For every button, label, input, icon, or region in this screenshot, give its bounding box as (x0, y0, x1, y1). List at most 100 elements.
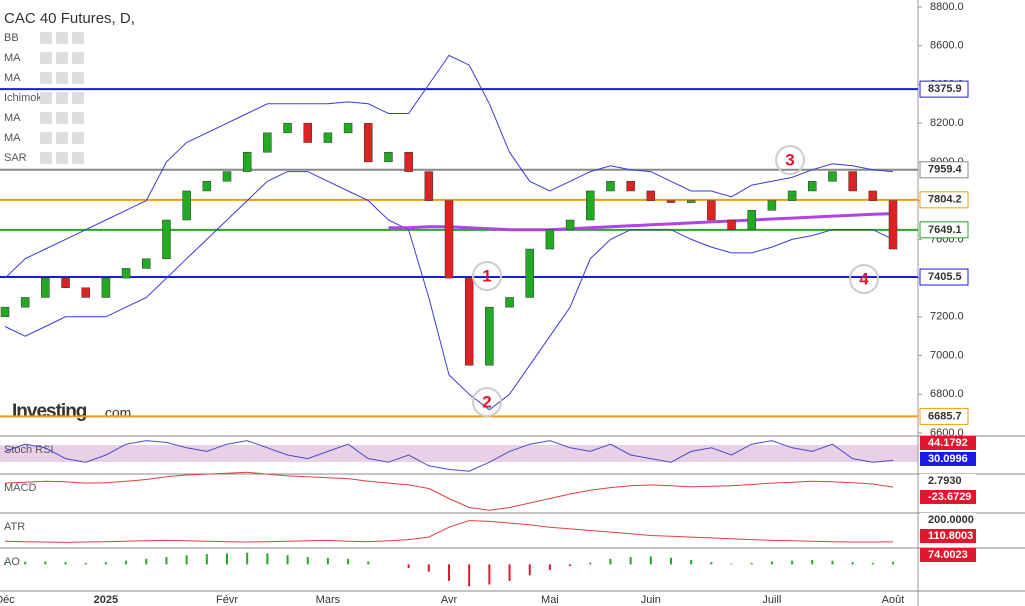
indicator-icon (40, 132, 52, 144)
candle (364, 122, 373, 163)
candle (101, 277, 111, 298)
candle (404, 151, 413, 172)
bb-upper (4, 54, 894, 279)
candle (525, 248, 534, 298)
pane-tag-label: 44.1792 (928, 437, 968, 449)
indicator-icon (40, 92, 52, 104)
indicator-bar (831, 560, 834, 565)
pane-tag (920, 548, 976, 562)
candle (545, 229, 555, 250)
indicator-bar (710, 562, 713, 565)
indicator-bar (468, 564, 471, 587)
candle (242, 151, 252, 172)
indicator-icon (56, 72, 68, 84)
indicator-bar (286, 555, 289, 565)
indicator-bar (4, 562, 6, 565)
indicator-label: Ichimoku (4, 92, 48, 104)
candle (565, 219, 575, 230)
candle (283, 122, 292, 134)
price-tag-label: 7804.2 (928, 194, 962, 206)
pane-tag (920, 436, 976, 450)
annotation: 2 (482, 392, 491, 411)
annotation: 3 (785, 150, 794, 169)
price-tag-label: 8375.9 (928, 83, 962, 95)
candle (464, 277, 474, 366)
indicator-bar (165, 557, 168, 565)
x-tick-label: 2025 (94, 594, 118, 606)
indicator-line (4, 440, 894, 472)
indicator-bar (892, 561, 894, 565)
indicator-bar (670, 557, 672, 565)
price-tag-label: 6685.7 (928, 410, 962, 422)
price-tag (919, 407, 969, 425)
indicator-bar (306, 557, 309, 565)
indicator-icon (56, 92, 68, 104)
price-tag (919, 221, 969, 239)
y-tick-label: 8200.0 (930, 117, 964, 129)
indicator-icon (40, 112, 52, 124)
indicator-bar (266, 553, 269, 565)
candle (424, 171, 434, 201)
indicator-bar (649, 556, 652, 565)
candle (808, 181, 817, 192)
candle (323, 132, 333, 143)
annotation: 4 (859, 269, 869, 288)
indicator-label: MA (4, 72, 21, 84)
candle (121, 268, 131, 279)
indicator-icon (72, 92, 84, 104)
indicator-icon (40, 72, 52, 84)
candle (20, 297, 30, 308)
candle (868, 190, 878, 201)
bb-lower (4, 171, 894, 411)
indicator-icon (56, 132, 68, 144)
pane-tag-label: 74.0023 (928, 549, 968, 561)
pane-tag-label: 30.0996 (928, 453, 968, 465)
pane-tag (920, 529, 976, 543)
annotation-circle (849, 264, 879, 294)
indicator-bar (347, 558, 350, 565)
indicator-icon (40, 152, 52, 164)
indicator-bar (609, 558, 612, 565)
candle (384, 151, 393, 163)
candle (202, 181, 212, 192)
candle (41, 277, 50, 298)
pane-tag (920, 513, 976, 527)
candle (0, 306, 10, 318)
indicator-icon (72, 72, 84, 84)
indicator-line (4, 520, 894, 543)
price-tag (919, 80, 969, 98)
candle (646, 190, 656, 201)
indicator-bar (811, 559, 814, 565)
candle (727, 219, 736, 230)
candle (222, 171, 232, 182)
indicator-label: SAR (4, 152, 27, 164)
x-tick-label: Déc (0, 594, 15, 606)
candle (767, 200, 777, 211)
candle (606, 181, 615, 192)
annotation-circle (472, 387, 502, 417)
indicator-bar (185, 555, 188, 565)
price-tag-label: 7649.1 (928, 224, 962, 236)
candle (787, 190, 797, 201)
price-tag-label: 7405.5 (928, 271, 962, 283)
indicator-bar (24, 561, 27, 565)
indicator-bar (770, 561, 773, 565)
indicator-bar (488, 564, 491, 585)
candle (505, 297, 514, 308)
y-tick-label: 7000.0 (930, 349, 964, 361)
candle (343, 122, 353, 134)
candle (888, 200, 898, 250)
indicator-bar (64, 562, 67, 565)
indicator-bar (730, 563, 733, 565)
indicator-icon (56, 152, 68, 164)
pane-tag-label: 2.7930 (928, 475, 962, 487)
pane-tag (920, 474, 976, 488)
candle (586, 190, 595, 221)
indicator-bar (427, 564, 430, 572)
indicator-bar (367, 561, 370, 565)
indicator-icon (56, 32, 68, 44)
indicator-icon (56, 112, 68, 124)
y-tick-label: 8800.0 (930, 1, 964, 13)
candle (626, 181, 635, 192)
indicator-bar (548, 564, 551, 570)
